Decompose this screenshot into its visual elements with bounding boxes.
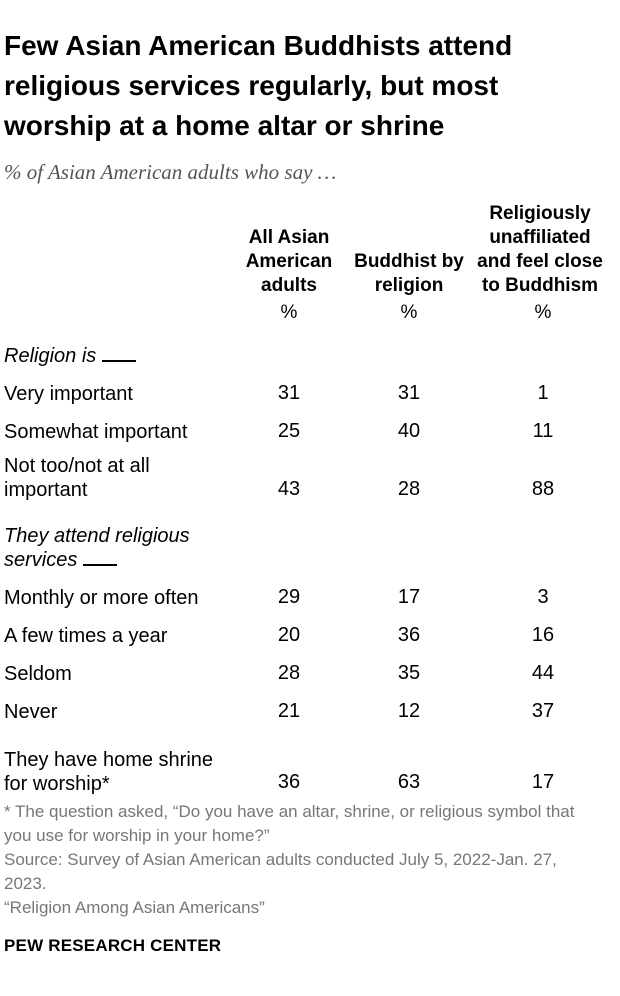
report-title-note: “Religion Among Asian Americans”	[4, 898, 265, 917]
table-cell: 37	[531, 700, 555, 722]
row-label: They have home shrine for worship*	[4, 749, 214, 795]
row-label: Not too/not at all important	[4, 455, 150, 501]
table-cell: 44	[531, 662, 555, 684]
table-cell: 20	[277, 624, 301, 646]
table-cell: 36	[277, 771, 301, 793]
table-cell: 17	[531, 771, 555, 793]
table-cell: 28	[397, 478, 421, 500]
table-cell: 40	[397, 420, 421, 442]
table-cell: 88	[531, 478, 555, 500]
row-label: Never	[4, 701, 58, 723]
table-cell: 29	[277, 586, 301, 608]
chart-notes: * The question asked, “Do you have an al…	[4, 800, 604, 920]
table-cell: 1	[537, 382, 549, 404]
chart-subtitle: % of Asian American adults who say …	[4, 160, 337, 184]
row-label: Very important	[4, 383, 133, 405]
source-note: Source: Survey of Asian American adults …	[4, 850, 557, 893]
column-header-unaffiliated-close-to-buddhism: Religiously unaffiliated and feel close …	[477, 203, 603, 296]
table-cell: 31	[277, 382, 301, 404]
table-cell: 21	[277, 700, 301, 722]
table-cell: 35	[397, 662, 421, 684]
table-cell: 43	[277, 478, 301, 500]
section-label-religion-importance: Religion is	[4, 344, 137, 368]
row-label: Monthly or more often	[4, 587, 199, 609]
row-label: Somewhat important	[4, 421, 188, 443]
table-cell: 16	[531, 624, 555, 646]
column-header-all-asian-american-adults: All Asian American adults	[245, 227, 333, 296]
table-cell: 31	[397, 382, 421, 404]
table-cell: 36	[397, 624, 421, 646]
chart-title: Few Asian American Buddhists attend reli…	[4, 30, 513, 141]
table-cell: 17	[397, 586, 421, 608]
pew-research-center-logo: PEW RESEARCH CENTER	[4, 936, 222, 955]
row-label: A few times a year	[4, 625, 168, 647]
column-unit: %	[280, 302, 298, 323]
column-unit: %	[534, 302, 552, 323]
row-label: Seldom	[4, 663, 72, 685]
table-cell: 28	[277, 662, 301, 684]
section-label-attend-services: They attend religious services	[4, 525, 190, 571]
table-cell: 11	[532, 420, 554, 442]
column-unit: %	[400, 302, 418, 323]
table-cell: 25	[277, 420, 301, 442]
footnote: * The question asked, “Do you have an al…	[4, 802, 575, 845]
table-cell: 3	[537, 586, 549, 608]
column-header-buddhist-by-religion: Buddhist by religion	[354, 251, 464, 296]
table-cell: 63	[397, 771, 421, 793]
table-cell: 12	[397, 700, 421, 722]
